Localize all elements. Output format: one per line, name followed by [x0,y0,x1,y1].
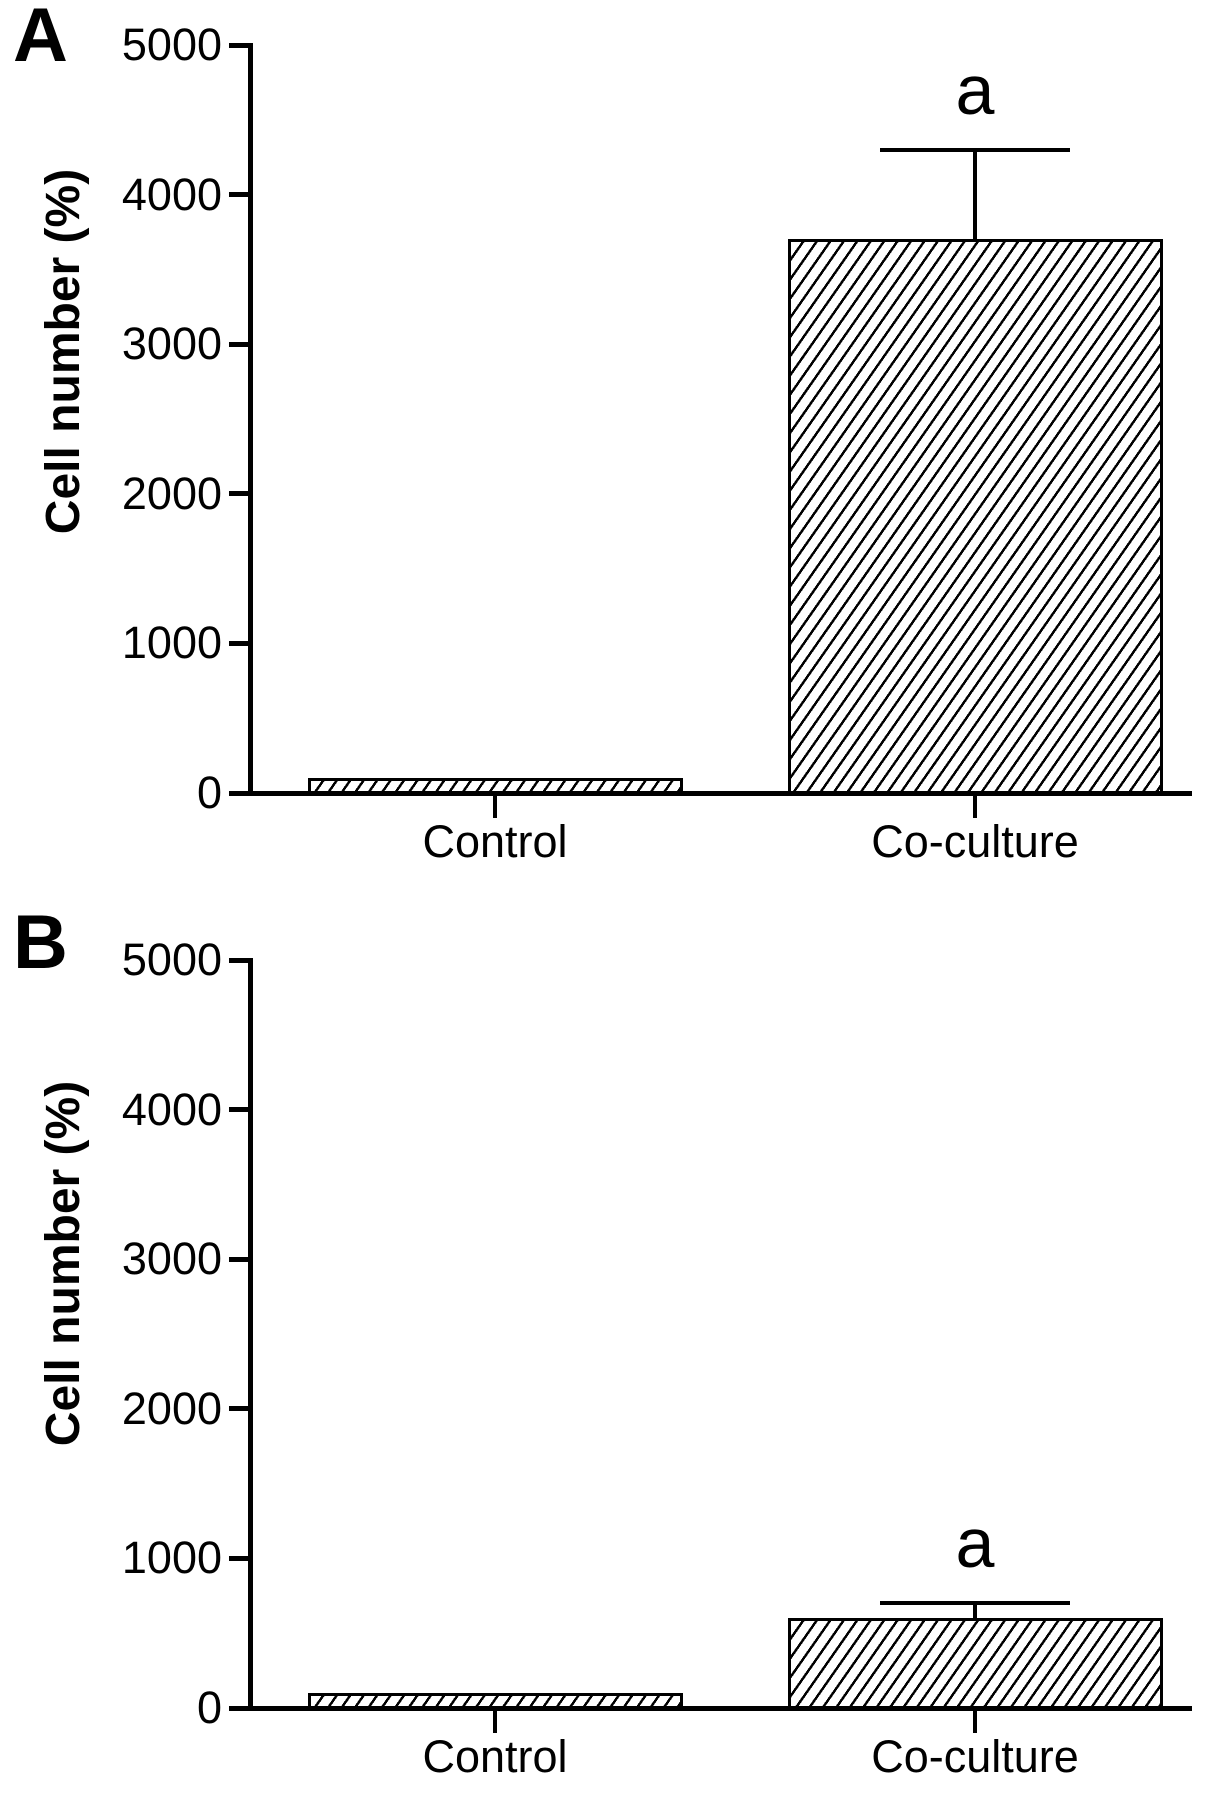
panel-b-x-tick-label: Control [422,1731,568,1782]
panel-b-x-tick [493,1711,497,1733]
panel-a-x-tick-label: Control [422,816,568,867]
panel-b-x-tick [973,1711,977,1733]
panel-b-letter: B [13,900,69,985]
panel-b-y-axis-line [248,958,253,1710]
panel-a-x-tick [493,796,497,818]
panel-a-y-tick-label: 5000 [121,19,222,70]
panel-b-x-tick-label: Co-culture [871,1731,1079,1782]
panel-a-error-bar-cap [880,147,1070,152]
panel-b-y-tick-label: 0 [196,1682,222,1733]
panel-b-error-bar-line [973,1603,977,1619]
panel-a-x-axis-line [248,790,1192,796]
panel-a-y-tick [229,640,253,646]
panel-a-y-tick-label: 1000 [121,617,222,669]
panel-b-y-tick [229,1555,253,1561]
panel-a-y-tick-label: 4000 [121,168,222,220]
panel-a-letter: A [13,0,69,78]
panel-b-y-tick [229,1256,253,1262]
panel-a-y-tick [229,790,253,796]
panel-b-y-tick [229,957,253,963]
panel-b-y-tick [229,1107,253,1113]
panel-a-y-tick [229,491,253,497]
panel-a-y-axis-line [248,43,253,795]
panel-b-significance-label: a [955,1504,995,1583]
panel-a-significance-label: a [955,50,995,129]
panel-a-error-bar-line [973,149,977,240]
panel-a-x-tick [973,796,977,818]
panel-a-x-tick-label: Co-culture [871,816,1079,867]
panel-b-y-tick [229,1406,253,1412]
panel-b-error-bar-cap [880,1601,1070,1606]
panel-a-y-tick-label: 0 [196,767,222,818]
panel-b-y-tick-label: 3000 [121,1233,222,1285]
panel-a-y-tick [229,192,253,198]
panel-b-y-tick-label: 5000 [121,934,222,985]
panel-a-y-tick-label: 2000 [121,467,222,519]
panel-b-x-axis-line [248,1705,1192,1711]
panel-b-y-tick-label: 1000 [121,1532,222,1584]
panel-b-y-tick-label: 2000 [121,1382,222,1434]
panel-a-bar-co-culture [787,239,1163,795]
panel-b-y-tick-label: 4000 [121,1083,222,1135]
panel-a-y-tick-label: 3000 [121,318,222,370]
panel-b-bar-co-culture [787,1618,1163,1710]
panel-a-y-tick [229,341,253,347]
panel-b-y-tick [229,1705,253,1711]
panel-a-y-tick [229,42,253,48]
